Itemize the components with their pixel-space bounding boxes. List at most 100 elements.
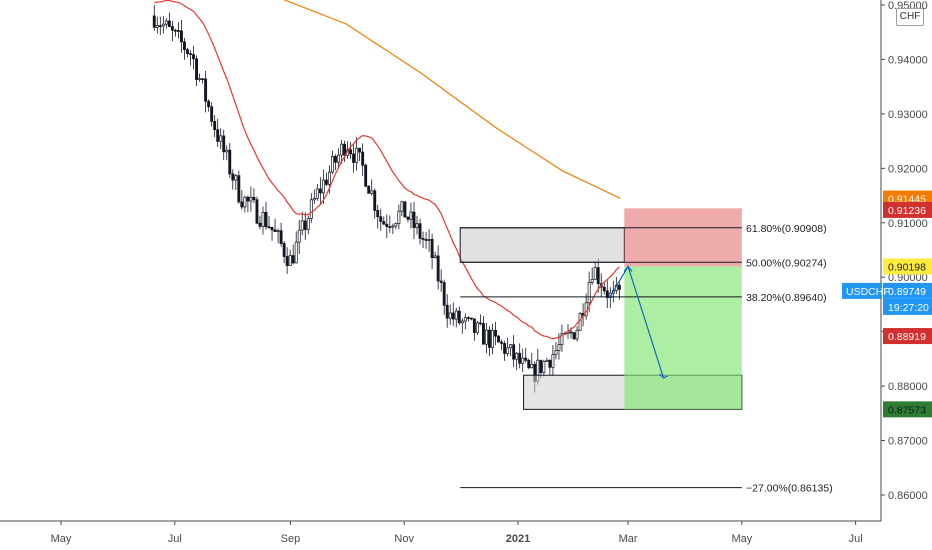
candle[interactable]	[179, 19, 183, 53]
candle[interactable]	[412, 201, 416, 240]
candle[interactable]	[421, 231, 425, 249]
candle[interactable]	[340, 139, 343, 165]
candle[interactable]	[364, 163, 368, 188]
candle[interactable]	[497, 334, 500, 343]
candle[interactable]	[475, 320, 479, 336]
candle[interactable]	[309, 193, 313, 223]
candle[interactable]	[337, 148, 340, 169]
candle[interactable]	[273, 218, 277, 232]
candle[interactable]	[207, 99, 211, 112]
candle[interactable]	[494, 321, 497, 345]
candle[interactable]	[300, 211, 304, 236]
candle[interactable]	[385, 214, 389, 239]
candle[interactable]	[436, 245, 440, 290]
candle[interactable]	[518, 343, 522, 369]
candle[interactable]	[231, 169, 235, 190]
candle[interactable]	[596, 258, 600, 293]
candle[interactable]	[388, 215, 392, 233]
candle[interactable]	[373, 188, 377, 219]
candle[interactable]	[463, 313, 467, 330]
candle[interactable]	[478, 314, 482, 326]
candle[interactable]	[334, 154, 337, 171]
candle[interactable]	[509, 344, 513, 357]
currency-badge[interactable]: CHF	[896, 8, 924, 26]
candle[interactable]	[330, 150, 334, 175]
candle[interactable]	[306, 215, 310, 235]
candle[interactable]	[424, 231, 428, 249]
candle[interactable]	[321, 169, 325, 204]
candle[interactable]	[228, 143, 232, 179]
candle[interactable]	[521, 348, 525, 373]
candle[interactable]	[255, 196, 259, 225]
candle[interactable]	[602, 281, 606, 295]
candle[interactable]	[442, 279, 446, 315]
candle[interactable]	[361, 143, 365, 176]
candle[interactable]	[210, 102, 214, 127]
candle[interactable]	[554, 342, 558, 360]
candle[interactable]	[352, 144, 356, 173]
candle[interactable]	[400, 200, 404, 217]
candle[interactable]	[488, 326, 491, 357]
candle[interactable]	[560, 324, 564, 352]
candle[interactable]	[258, 215, 262, 230]
candle[interactable]	[575, 326, 579, 342]
candle[interactable]	[270, 226, 274, 241]
candle[interactable]	[264, 201, 268, 230]
candle[interactable]	[418, 218, 422, 245]
candle[interactable]	[451, 302, 455, 326]
candle[interactable]	[158, 16, 162, 36]
candle[interactable]	[198, 73, 202, 82]
candle[interactable]	[454, 307, 458, 328]
candle[interactable]	[294, 231, 298, 264]
candle[interactable]	[460, 318, 464, 334]
candle[interactable]	[246, 195, 250, 213]
candle[interactable]	[485, 322, 488, 354]
candle[interactable]	[527, 358, 531, 370]
candle[interactable]	[472, 318, 476, 341]
candle[interactable]	[213, 115, 217, 138]
candle[interactable]	[439, 269, 443, 292]
candle[interactable]	[605, 280, 609, 309]
candle[interactable]	[481, 315, 485, 345]
candle[interactable]	[176, 22, 180, 39]
candle[interactable]	[183, 37, 186, 60]
candle[interactable]	[433, 251, 437, 259]
candle[interactable]	[469, 317, 473, 321]
candle[interactable]	[409, 202, 413, 229]
candle[interactable]	[267, 216, 271, 229]
candle[interactable]	[545, 357, 549, 363]
drawings-layer[interactable]: 61.80%(0.90908) 50.00%(0.90274) 38.20%(0.8…	[154, 0, 833, 495]
candle[interactable]	[285, 247, 289, 274]
candle[interactable]	[515, 351, 519, 371]
candle[interactable]	[367, 185, 371, 194]
candle[interactable]	[186, 47, 189, 58]
candle[interactable]	[370, 179, 374, 196]
candle[interactable]	[243, 195, 247, 213]
candle[interactable]	[584, 293, 588, 320]
candle[interactable]	[491, 323, 494, 355]
candle[interactable]	[167, 12, 171, 28]
candle[interactable]	[524, 347, 528, 363]
candle[interactable]	[192, 45, 195, 70]
candle[interactable]	[312, 189, 316, 204]
candle[interactable]	[189, 50, 192, 66]
candle[interactable]	[572, 331, 576, 340]
candle[interactable]	[466, 316, 470, 322]
candle[interactable]	[303, 212, 307, 241]
candle[interactable]	[222, 129, 226, 161]
candle[interactable]	[512, 335, 516, 368]
candle[interactable]	[427, 229, 431, 252]
candle[interactable]	[376, 204, 380, 229]
candle[interactable]	[403, 201, 407, 218]
candle[interactable]	[358, 147, 362, 162]
candle[interactable]	[590, 267, 594, 285]
time-axis[interactable]: May Jul Sep Nov 2021 Mar May Jul	[0, 520, 881, 545]
candle[interactable]	[397, 204, 401, 230]
candle[interactable]	[173, 28, 177, 37]
candle[interactable]	[355, 137, 359, 171]
candle[interactable]	[234, 174, 238, 190]
candle[interactable]	[457, 306, 461, 326]
candle[interactable]	[249, 186, 253, 212]
candle[interactable]	[500, 339, 504, 351]
